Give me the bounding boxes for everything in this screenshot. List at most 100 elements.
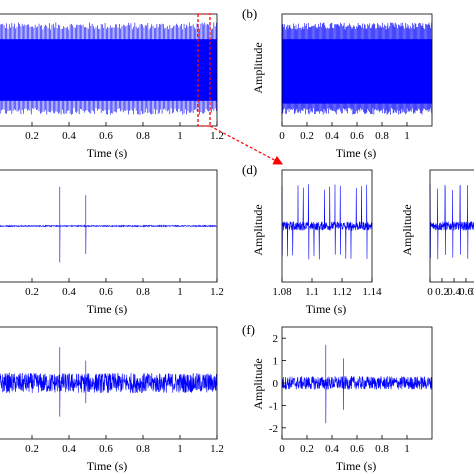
panel-b-signal <box>281 22 432 115</box>
panel-b-y-axis-label: Amplitude <box>251 42 265 93</box>
x-tick-label: 1 <box>177 443 183 455</box>
panel-d2-x-ticks: 00.20.40.60.8 <box>427 278 474 298</box>
panel-d2-y-axis-label: Amplitude <box>400 204 414 255</box>
panel-b-label: (b) <box>242 6 257 21</box>
x-tick-label: 0.4 <box>325 443 339 455</box>
panel-a: 0.2 0.4 0.6 0.8 1 1.2 Time (s) <box>0 13 284 165</box>
panel-d2: 00.20.40.60.8 Amplitude <box>400 169 474 298</box>
x-tick-label: 0.2 <box>25 443 39 455</box>
signal-trace <box>281 344 433 424</box>
panel-c-axes-frame <box>0 169 218 283</box>
panel-a-x-ticks: 0.2 0.4 0.6 0.8 1 1.2 <box>25 122 224 142</box>
panel-f-x-ticks: 0 0.2 0.4 0.6 0.8 1 <box>279 435 410 455</box>
x-tick-label: 0 <box>427 286 433 298</box>
signal-trace <box>0 347 218 417</box>
axes-box <box>281 326 433 440</box>
panel-f-y-ticks: -2 -1 0 1 2 <box>269 333 286 435</box>
x-tick-label: 1.2 <box>210 443 224 455</box>
panel-e: 0.2 0.4 0.6 0.8 1 1.2 Time (s) <box>0 326 224 473</box>
y-tick-label: -1 <box>269 400 278 412</box>
x-tick-label: 0.8 <box>136 130 150 142</box>
x-tick-label: 0.4 <box>62 130 76 142</box>
axes-box <box>429 169 474 283</box>
x-tick-label: 1 <box>404 130 410 142</box>
x-tick-label: 0.6 <box>350 443 364 455</box>
x-tick-label: 0.4 <box>325 130 339 142</box>
x-tick-label: 1.1 <box>305 286 319 298</box>
x-tick-label: 1.14 <box>362 286 382 298</box>
x-tick-label: 0.2 <box>300 443 314 455</box>
signal-trace <box>281 184 373 260</box>
panel-f-signal <box>281 344 433 424</box>
panel-e-axes-frame <box>0 326 218 440</box>
panel-a-signal <box>0 22 217 115</box>
x-tick-label: 0.4 <box>62 443 76 455</box>
panel-d-x-ticks: 1.08 1.1 1.12 1.14 <box>272 278 382 298</box>
x-tick-label: 0.4 <box>447 286 461 298</box>
panel-d-y-axis-label: Amplitude <box>251 204 265 255</box>
panel-c-signal <box>0 186 218 263</box>
axes-box <box>281 13 433 127</box>
panel-d-label: (d) <box>242 162 257 177</box>
panel-b-x-axis-label: Time (s) <box>336 146 377 160</box>
zoom-selection-box <box>197 13 211 127</box>
y-tick-label: 0 <box>273 378 279 390</box>
panel-a-axes-frame <box>0 13 218 127</box>
x-tick-label: 0.6 <box>99 443 113 455</box>
x-tick-label: 0.8 <box>375 130 389 142</box>
panel-f-y-axis-label: Amplitude <box>251 358 265 409</box>
y-tick-label: 2 <box>273 333 279 345</box>
x-tick-label: 0.6 <box>99 130 113 142</box>
axes-box <box>281 169 373 283</box>
x-tick-label: 0.2 <box>435 286 449 298</box>
x-tick-label: 0.4 <box>62 286 76 298</box>
panel-d-x-axis-label: Time (s) <box>306 302 347 316</box>
panel-c-x-ticks: 0.2 0.4 0.6 0.8 1 1.2 <box>25 278 224 298</box>
panel-f-x-axis-label: Time (s) <box>336 459 377 473</box>
axes-box <box>0 13 218 127</box>
x-tick-label: 0.6 <box>459 286 473 298</box>
panel-a-x-axis-label: Time (s) <box>87 146 128 160</box>
panel-d-signal <box>281 184 373 260</box>
panel-b: 0 0.2 0.4 0.6 0.8 1 (b) Amplitude Time (s) <box>242 6 433 160</box>
x-tick-label: 1 <box>177 130 183 142</box>
panel-d2-axes-frame <box>429 169 474 283</box>
panel-e-signal <box>0 347 218 417</box>
x-tick-label: 0 <box>279 130 285 142</box>
panel-c: 0.2 0.4 0.6 0.8 1 1.2 Time (s) <box>0 169 224 316</box>
panel-f-label: (f) <box>242 322 255 337</box>
axes-box <box>0 326 218 440</box>
panel-d-axes-frame <box>281 169 373 283</box>
x-tick-label: 0.2 <box>25 130 39 142</box>
signal-trace <box>429 184 474 260</box>
signal-trace <box>0 186 218 263</box>
panel-f-axes-frame <box>281 326 433 440</box>
panel-c-x-axis-label: Time (s) <box>87 302 128 316</box>
x-tick-label: 0.6 <box>350 130 364 142</box>
x-tick-label: 1 <box>177 286 183 298</box>
x-tick-label: 1.08 <box>272 286 292 298</box>
y-tick-label: 1 <box>273 356 279 368</box>
panel-e-x-axis-label: Time (s) <box>87 459 128 473</box>
x-tick-label: 1.2 <box>210 130 224 142</box>
x-tick-label: 1.12 <box>332 286 351 298</box>
panel-b-x-ticks: 0 0.2 0.4 0.6 0.8 1 <box>279 122 410 142</box>
x-tick-label: 0.2 <box>300 130 314 142</box>
y-tick-label: -2 <box>269 423 278 435</box>
x-tick-label: 0 <box>279 443 285 455</box>
panel-d2-signal <box>429 184 474 260</box>
zoom-arrow <box>209 125 284 165</box>
x-tick-label: 0.8 <box>471 286 474 298</box>
x-tick-label: 0.2 <box>25 286 39 298</box>
x-tick-label: 1.2 <box>210 286 224 298</box>
x-tick-label: 0.8 <box>136 286 150 298</box>
x-tick-label: 0.6 <box>99 286 113 298</box>
panel-f: 0 0.2 0.4 0.6 0.8 1 -2 -1 0 1 2 (f) Amplitude Tim… <box>242 322 433 473</box>
x-tick-label: 1 <box>404 443 410 455</box>
panel-b-axes-frame <box>281 13 433 127</box>
panel-e-x-ticks: 0.2 0.4 0.6 0.8 1 1.2 <box>25 435 224 455</box>
panel-d: 1.08 1.1 1.12 1.14 (d) Amplitude Time (s) <box>242 162 382 316</box>
axes-box <box>0 169 218 283</box>
x-tick-label: 0.8 <box>136 443 150 455</box>
